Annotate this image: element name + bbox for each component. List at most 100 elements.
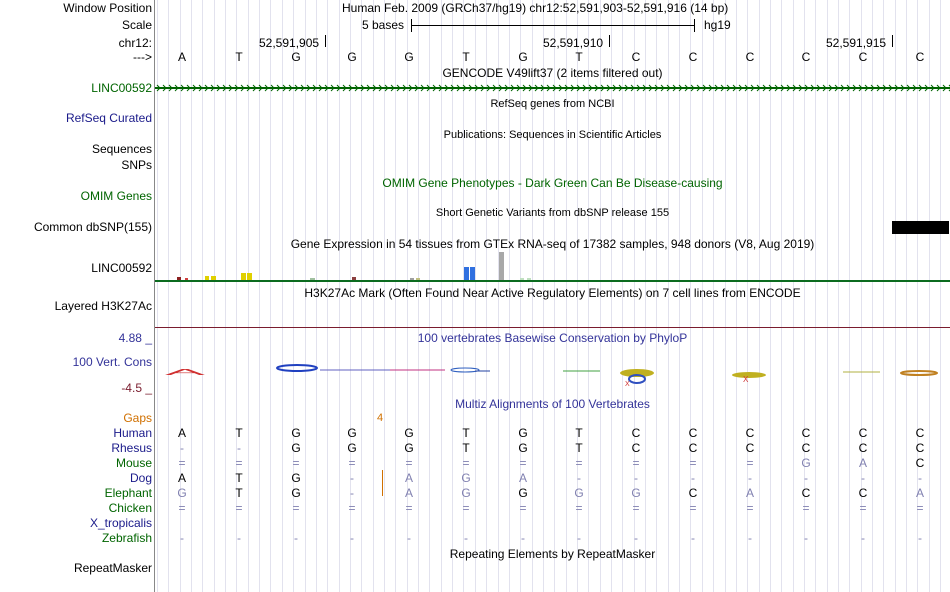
aligned-base: = [292, 501, 300, 515]
aligned-base: = [689, 456, 697, 470]
gtex-track-label[interactable]: LINC00592 [91, 261, 152, 275]
grid-line [384, 0, 385, 592]
grid-line [656, 0, 657, 592]
aligned-base: C [858, 426, 868, 440]
grid-line [293, 0, 294, 592]
aligned-base: - [691, 471, 695, 485]
chr-label: chr12: [118, 36, 152, 50]
aligned-base: = [348, 501, 356, 515]
aligned-base: - [634, 471, 638, 485]
aligned-base: - [804, 531, 808, 545]
species-label-dog[interactable]: Dog [129, 471, 152, 485]
gencode-track-label[interactable]: LINC00592 [91, 81, 152, 95]
grid-line [861, 0, 862, 592]
grid-line [543, 0, 544, 592]
scale-value: 5 bases [362, 18, 405, 32]
aligned-base: C [801, 426, 811, 440]
aligned-base: - [180, 531, 184, 545]
aligned-base: = [632, 501, 640, 515]
grid-line [316, 0, 317, 592]
aligned-base: G [518, 486, 528, 500]
species-label-human[interactable]: Human [113, 426, 152, 440]
refseq-track-label[interactable]: RefSeq Curated [65, 111, 152, 125]
reference-base: C [915, 50, 925, 64]
grid-line [418, 0, 419, 592]
grid-line [248, 0, 249, 592]
coord-label-3: 52,591,915 [826, 36, 887, 50]
aligned-base: - [577, 471, 581, 485]
aligned-base: - [634, 531, 638, 545]
gtex-baseline [155, 280, 950, 282]
aligned-base: - [861, 531, 865, 545]
aligned-base: = [519, 456, 527, 470]
scale-bar-right-tick [694, 19, 695, 32]
grid-line [611, 0, 612, 592]
grid-line [509, 0, 510, 592]
aligned-base: T [575, 426, 583, 440]
aligned-base: G [518, 426, 528, 440]
reference-base: T [235, 50, 243, 64]
grid-line [668, 0, 669, 592]
snps-track-label[interactable]: SNPs [121, 158, 152, 172]
aligned-base: G [347, 441, 357, 455]
aligned-base: - [691, 531, 695, 545]
gap-marker [382, 470, 383, 496]
gtex-bar [185, 278, 188, 280]
grid-line [725, 0, 726, 592]
repeatmasker-track-label[interactable]: RepeatMasker [73, 561, 152, 575]
grid-line [270, 0, 271, 592]
aligned-base: = [235, 501, 243, 515]
species-label-rhesus[interactable]: Rhesus [111, 441, 152, 455]
aligned-base: - [350, 471, 354, 485]
gtex-bar [464, 267, 469, 280]
gencode-gene-feature[interactable] [155, 82, 950, 94]
aligned-base: = [519, 501, 527, 515]
scale-bar-left-tick [411, 19, 412, 32]
aligned-base: G [291, 486, 301, 500]
sequences-track-label[interactable]: Sequences [91, 142, 152, 156]
species-label-x_tropicalis[interactable]: X_tropicalis [89, 516, 152, 530]
gaps-label[interactable]: Gaps [123, 411, 152, 425]
omim-track-label[interactable]: OMIM Genes [80, 189, 152, 203]
species-label-zebrafish[interactable]: Zebrafish [101, 531, 152, 545]
aligned-base: = [746, 501, 754, 515]
aligned-base: - [464, 531, 468, 545]
coord-tick-1 [325, 35, 326, 47]
grid-line [702, 0, 703, 592]
grid-line [917, 0, 918, 592]
aligned-base: C [688, 486, 698, 500]
gtex-bar [247, 273, 252, 280]
aligned-base: C [745, 426, 755, 440]
aligned-base: C [801, 441, 811, 455]
grid-line [339, 0, 340, 592]
gtex-bar [527, 278, 531, 280]
aligned-base: G [574, 486, 584, 500]
aligned-base: - [350, 531, 354, 545]
grid-line [157, 0, 158, 592]
species-label-elephant[interactable]: Elephant [104, 486, 152, 500]
reference-base: C [801, 50, 811, 64]
species-label-mouse[interactable]: Mouse [115, 456, 152, 470]
grid-line [883, 0, 884, 592]
reference-base: T [575, 50, 583, 64]
aligned-base: G [291, 471, 301, 485]
aligned-base: A [404, 471, 413, 485]
h3k27ac-track-label[interactable]: Layered H3K27Ac [54, 299, 152, 313]
aligned-base: C [915, 456, 925, 470]
gtex-bar [310, 278, 315, 280]
grid-line [634, 0, 635, 592]
window-position-value: Human Feb. 2009 (GRCh37/hg19) chr12:52,5… [342, 1, 729, 15]
species-label-chicken[interactable]: Chicken [108, 501, 152, 515]
multiz-track-title: Multiz Alignments of 100 Vertebrates [455, 397, 650, 411]
publications-track-title: Publications: Sequences in Scientific Ar… [443, 129, 662, 141]
grid-line [498, 0, 499, 592]
dbsnp-track-label[interactable]: Common dbSNP(155) [33, 220, 152, 234]
dbsnp-variant-feature[interactable] [892, 221, 949, 234]
aligned-base: C [688, 426, 698, 440]
aligned-base: T [575, 441, 583, 455]
phylop-track-label[interactable]: 100 Vert. Cons [72, 355, 152, 369]
aligned-base: A [404, 486, 413, 500]
phylop-logo-graphic[interactable]: A X X [155, 360, 950, 386]
aligned-base: - [237, 441, 241, 455]
grid-line [645, 0, 646, 592]
